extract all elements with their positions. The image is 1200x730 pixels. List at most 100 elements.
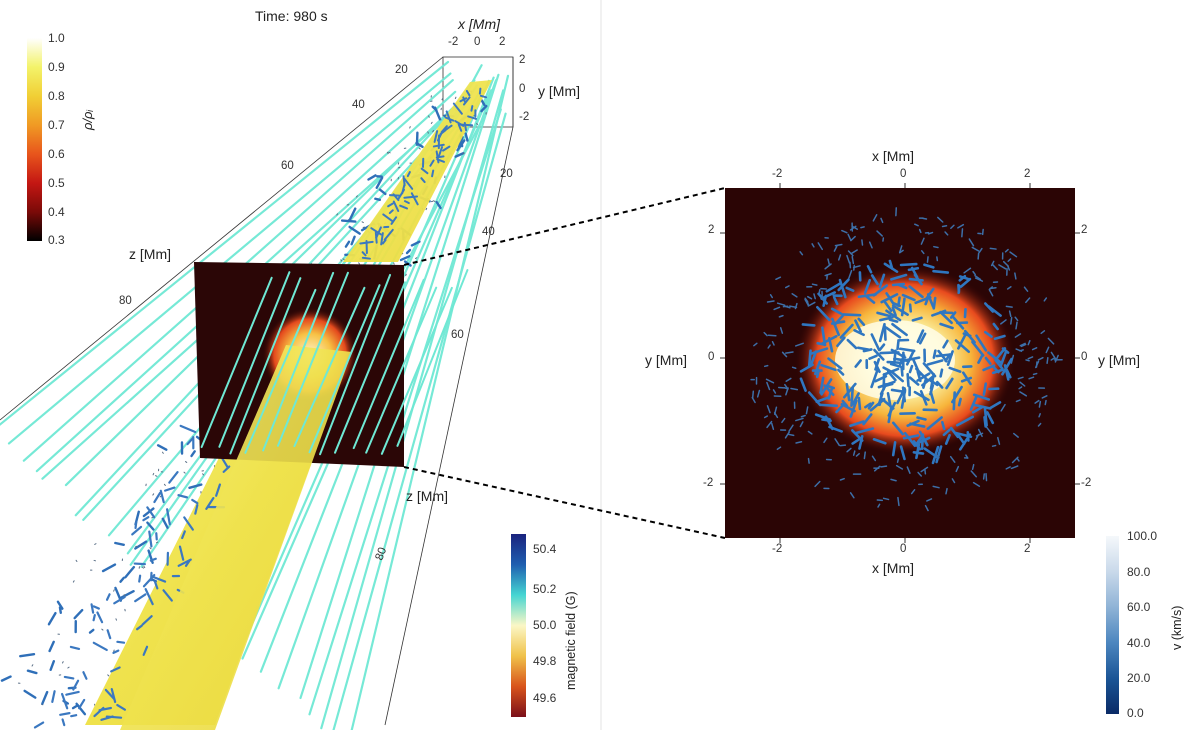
top-x-tick: 2 [499, 36, 506, 48]
velocity-glyph [1054, 354, 1059, 363]
velocity-glyph [883, 300, 893, 312]
velocity-glyph [830, 320, 846, 325]
velocity-glyph [785, 387, 789, 396]
velocity-glyph [916, 372, 931, 382]
velocity-glyph [770, 422, 775, 431]
velocity-glyph [441, 97, 444, 101]
velocity-glyph [944, 433, 951, 445]
velocity-glyph [908, 277, 924, 282]
velocity-glyph [918, 430, 929, 447]
velocity-glyph [375, 176, 384, 189]
velocity-glyph [403, 200, 410, 205]
velocity-glyph [939, 368, 944, 378]
velocity-glyph [358, 262, 361, 265]
velocity-glyph [184, 559, 191, 567]
velocity-glyph [882, 372, 886, 391]
velocity-glyph [893, 357, 911, 363]
field-line [350, 74, 510, 730]
velocity-glyph [837, 368, 845, 376]
velocity-glyph [926, 256, 929, 263]
velocity-glyph [902, 434, 920, 440]
velocity-glyph [769, 294, 774, 299]
velocity-glyph [932, 349, 937, 359]
velocity-glyph [807, 430, 813, 435]
velocity-glyph [355, 195, 358, 198]
velocity-glyph [849, 225, 857, 231]
velocity-glyph [112, 649, 120, 654]
velocity-glyph [952, 391, 956, 411]
velocity-glyph [392, 200, 400, 212]
velocity-glyph [415, 141, 424, 149]
velocity-glyph [862, 348, 873, 353]
velocity-glyph [101, 628, 104, 631]
velocity-glyph [41, 690, 49, 705]
velocity-glyph [1007, 258, 1012, 263]
velocity-glyph [885, 326, 902, 339]
velocity-glyph [410, 192, 419, 206]
velocity-glyph [870, 369, 879, 389]
velocity-glyph [183, 471, 186, 474]
velocity-glyph [146, 506, 156, 519]
velocity-glyph [848, 269, 853, 279]
velocity-glyph [361, 221, 364, 224]
velocity-glyph [148, 530, 153, 548]
velocity-glyph [896, 340, 900, 351]
velocity-glyph [751, 390, 755, 399]
velocity-glyph [149, 547, 152, 550]
velocity-glyph [911, 357, 922, 376]
velocity-tick: 80.0 [1127, 565, 1151, 579]
velocity-glyph [936, 256, 939, 262]
velocity-glyph [142, 516, 150, 522]
velocity-glyph [115, 618, 118, 621]
velocity-glyph [827, 357, 843, 370]
velocity-glyph [883, 325, 887, 341]
velocity-glyph [846, 447, 852, 453]
velocity-glyph [814, 360, 822, 376]
velocity-glyph [73, 608, 84, 620]
velocity-glyph [794, 342, 804, 347]
velocity-glyph [75, 559, 78, 563]
velocity-glyph [879, 351, 900, 355]
velocity-glyph [403, 195, 419, 199]
velocity-glyph [119, 576, 125, 583]
velocity-glyph [971, 405, 985, 414]
velocity-glyph [897, 496, 900, 507]
velocity-glyph [807, 391, 822, 407]
top-y-axis-label: y [Mm] [538, 83, 580, 99]
velocity-glyph [820, 363, 837, 372]
field-line [244, 288, 317, 454]
velocity-glyph [65, 690, 80, 696]
velocity-tick: 60.0 [1127, 600, 1151, 614]
velocity-glyph [849, 492, 855, 499]
velocity-glyph [982, 382, 988, 396]
velocity-glyph [142, 645, 149, 656]
velocity-glyph [420, 177, 426, 184]
velocity-glyph [153, 580, 159, 590]
velocity-glyph [767, 344, 771, 349]
velocity-glyph [835, 404, 844, 414]
field-line [262, 271, 335, 452]
velocity-glyph [809, 350, 818, 368]
velocity-glyph [778, 314, 784, 318]
velocity-glyph [825, 282, 842, 293]
velocity-glyph [924, 287, 935, 301]
velocity-glyph [94, 543, 97, 545]
velocity-glyph [908, 364, 914, 374]
velocity-glyph [19, 652, 36, 658]
velocity-glyph [1014, 272, 1017, 280]
velocity-glyph [784, 431, 790, 439]
velocity-glyph [863, 451, 866, 460]
z-left-tick: 20 [395, 64, 408, 76]
velocity-glyph [887, 407, 893, 424]
velocity-glyph [805, 406, 809, 415]
velocity-glyph [811, 243, 815, 248]
velocity-glyph [186, 436, 195, 446]
velocity-glyph [151, 575, 167, 583]
velocity-glyph [382, 213, 394, 222]
z-right-tick: 40 [482, 226, 495, 238]
velocity-glyph [215, 483, 222, 497]
velocity-glyph [926, 359, 944, 366]
velocity-glyph [809, 347, 829, 356]
velocity-glyph [141, 615, 153, 626]
